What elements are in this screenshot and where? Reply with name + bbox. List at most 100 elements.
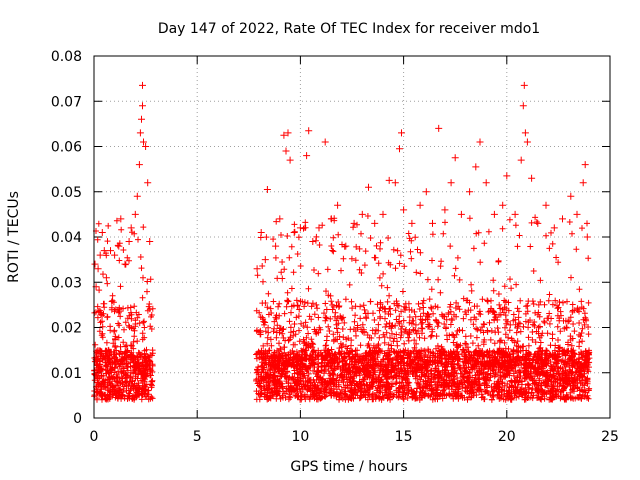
data-point [115, 242, 123, 250]
data-point [365, 183, 372, 191]
data-point [583, 233, 591, 241]
data-point [131, 210, 139, 218]
data-point [284, 129, 292, 137]
data-point [371, 219, 379, 227]
data-point [136, 129, 144, 137]
data-point [416, 201, 424, 209]
data-point [125, 238, 133, 245]
data-point [127, 224, 135, 232]
x-axis-label: GPS time / hours [290, 459, 407, 475]
data-point [581, 161, 589, 169]
data-point [559, 215, 566, 223]
data-point [482, 179, 490, 187]
data-point [499, 201, 507, 209]
y-tick-label: 0 [73, 411, 82, 427]
data-point [276, 215, 284, 223]
chart-title: Day 147 of 2022, Rate Of TEC Index for r… [158, 21, 540, 37]
data-point [263, 186, 271, 193]
data-point [579, 179, 587, 187]
x-tick-label: 20 [498, 429, 516, 445]
data-point [511, 210, 519, 218]
y-tick-label: 0.03 [51, 275, 82, 291]
data-point [96, 251, 104, 259]
data-point [429, 219, 436, 227]
data-point [400, 206, 408, 214]
data-point [350, 219, 358, 227]
x-tick-labels: 0 5 10 15 20 25 [90, 429, 619, 445]
data-point [519, 102, 527, 110]
data-point [309, 238, 317, 245]
data-point [542, 201, 550, 209]
y-axis-label: ROTI / TECUs [6, 191, 22, 283]
y-tick-label: 0.08 [51, 49, 82, 65]
x-tick-label: 0 [90, 429, 99, 445]
data-point [466, 188, 474, 196]
data-point [139, 81, 146, 89]
data-point [135, 161, 143, 169]
data-points [91, 81, 591, 291]
data-point [476, 138, 484, 146]
y-tick-label: 0.02 [51, 321, 82, 337]
data-point [396, 145, 403, 153]
data-point [567, 192, 575, 200]
data-point [521, 129, 529, 137]
data-point [111, 251, 119, 259]
data-point [408, 219, 416, 227]
data-point [358, 210, 366, 218]
data-point [282, 147, 290, 155]
data-point [517, 156, 525, 164]
data-point [503, 172, 511, 180]
data-point [321, 138, 329, 146]
plot-frame [93, 55, 611, 419]
data-point [490, 210, 498, 218]
data-point [100, 247, 108, 255]
data-point [457, 210, 465, 218]
x-tick-label: 25 [601, 429, 619, 445]
data-point [435, 124, 443, 132]
data-point [261, 256, 269, 264]
data-point [520, 81, 528, 89]
data-point [315, 224, 323, 232]
data-point [296, 224, 304, 232]
data-point [398, 129, 405, 137]
y-tick-label: 0.06 [51, 140, 82, 156]
data-point [138, 115, 145, 123]
data-point [447, 179, 455, 187]
data-point [91, 260, 99, 268]
data-point [528, 174, 536, 182]
y-tick-label: 0.05 [51, 185, 82, 201]
data-point [303, 152, 311, 160]
data-point [140, 138, 147, 146]
y-tick-label: 0.04 [51, 230, 82, 246]
data-point [257, 229, 265, 236]
data-point [422, 188, 430, 196]
data-point [305, 127, 313, 135]
data-point [342, 242, 350, 250]
data-point [253, 265, 261, 273]
data-point [573, 210, 581, 218]
data-point [327, 215, 335, 223]
data-point [146, 238, 154, 245]
data-point [102, 274, 110, 282]
x-tick-label: 15 [395, 429, 413, 445]
data-point [534, 219, 542, 227]
data-point [334, 201, 342, 209]
data-point [290, 229, 298, 236]
y-tick-label: 0.07 [51, 94, 82, 110]
data-point [280, 131, 288, 139]
y-tick-label: 0.01 [51, 366, 82, 382]
data-point [117, 215, 125, 223]
data-point [451, 154, 459, 162]
data-point [391, 179, 399, 187]
data-point [107, 247, 114, 255]
data-point [94, 265, 102, 273]
x-tick-label: 10 [291, 429, 309, 445]
x-tick-label: 5 [193, 429, 202, 445]
data-point [139, 102, 146, 110]
data-point [98, 229, 106, 236]
data-point [272, 242, 280, 250]
data-point [523, 138, 531, 146]
data-point [472, 163, 480, 171]
data-point [133, 192, 141, 200]
